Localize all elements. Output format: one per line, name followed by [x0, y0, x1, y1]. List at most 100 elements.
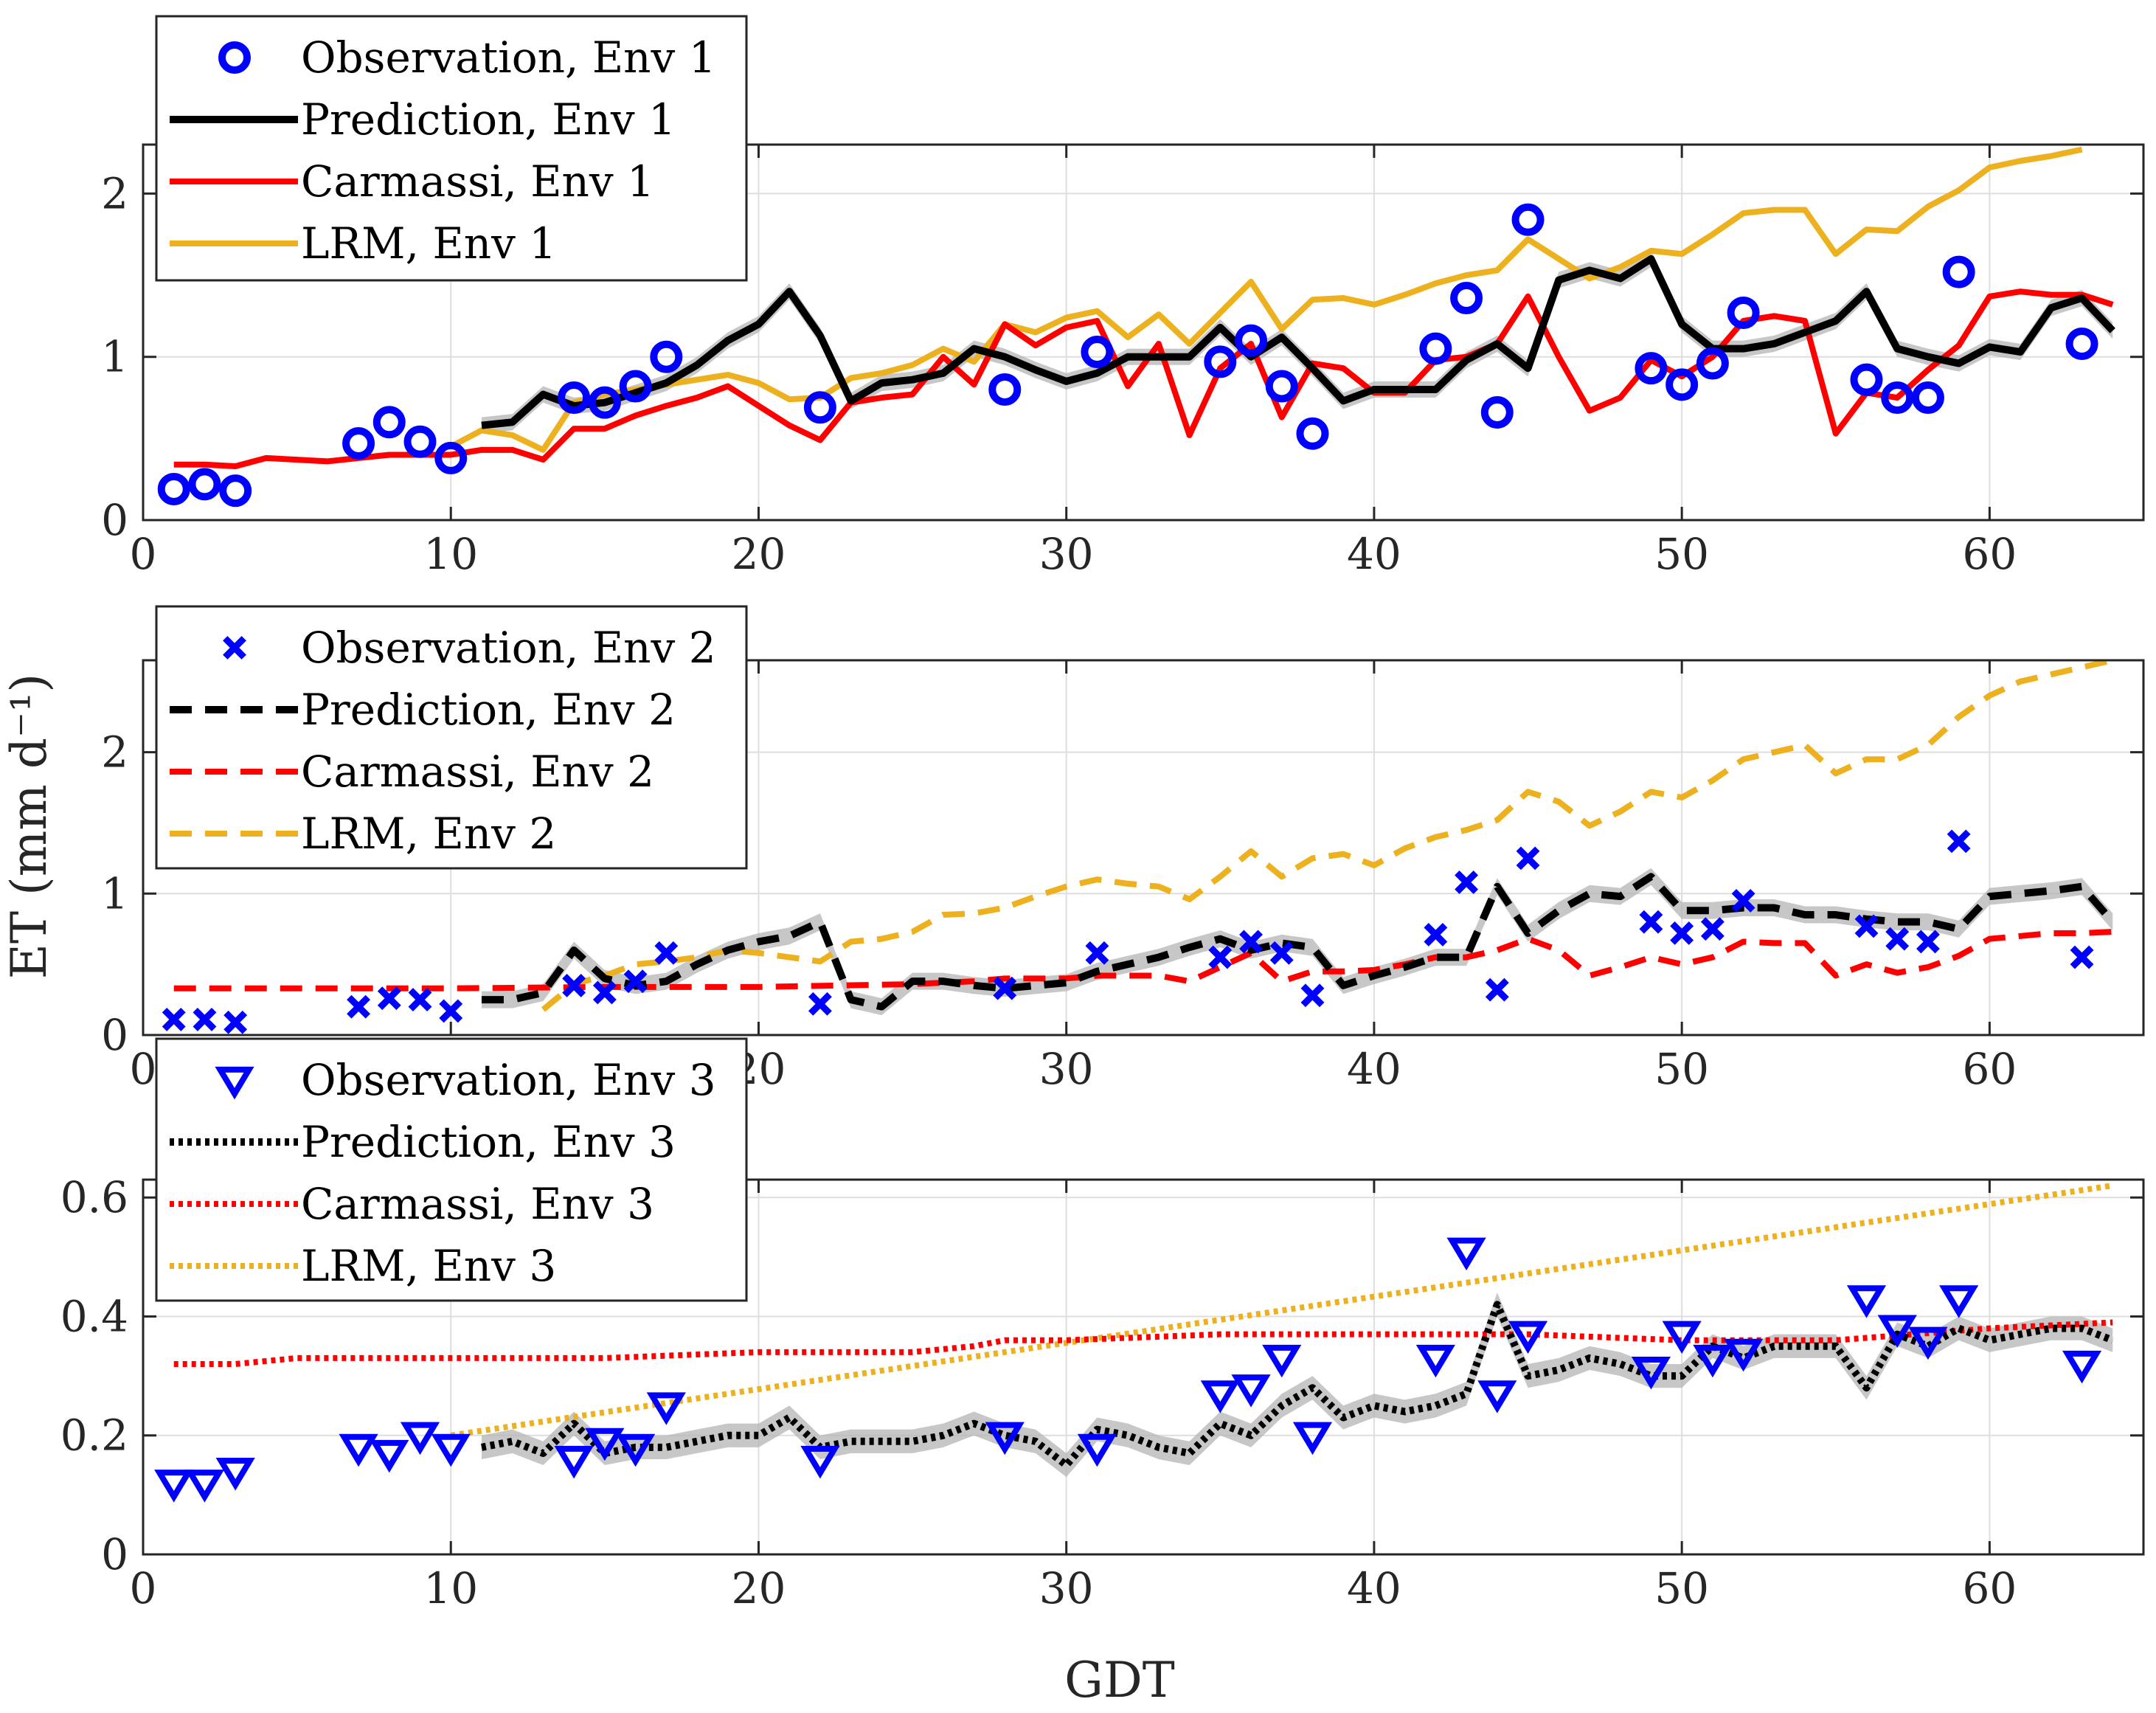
observation-point	[1662, 1321, 1702, 1354]
observation-point	[339, 1433, 378, 1467]
observation-point	[1265, 370, 1298, 403]
legend-label: Observation, Env 1	[301, 32, 716, 83]
y-tick-label: 1	[101, 868, 128, 918]
observation-point	[377, 986, 401, 1011]
observation-point	[1854, 914, 1879, 938]
observation-point	[184, 1470, 225, 1503]
observation-point	[808, 992, 832, 1016]
x-tick-label: 30	[1039, 529, 1094, 579]
x-tick-label: 10	[423, 529, 478, 579]
observation-point	[1947, 829, 1971, 854]
observation-point	[588, 386, 621, 419]
observation-point	[370, 1439, 409, 1473]
observation-point	[154, 1470, 194, 1503]
legend-label: LRM, Env 3	[301, 1241, 556, 1291]
observation-point	[1077, 1433, 1117, 1467]
y-tick-label: 0.6	[60, 1172, 128, 1222]
observation-point	[1908, 1326, 1948, 1360]
observation-point	[1231, 1374, 1271, 1408]
observation-point	[562, 973, 586, 997]
observation-point	[2065, 327, 2098, 360]
x-tick-label: 40	[1347, 1044, 1401, 1094]
axes-box	[142, 143, 2145, 522]
observation-point	[1631, 1356, 1671, 1390]
observation-point	[1235, 324, 1268, 357]
observation-point	[1085, 941, 1109, 965]
observation-point	[1516, 846, 1540, 871]
legend-item: LRM, Env 2	[170, 809, 556, 859]
lrm-line	[449, 146, 2083, 453]
legend-label: LRM, Env 1	[301, 218, 556, 269]
observation-point	[985, 1422, 1025, 1456]
legend-label: Prediction, Env 3	[301, 1117, 676, 1167]
carmassi-line	[173, 288, 2114, 469]
observation-point	[1446, 1237, 1486, 1271]
observation-point	[1262, 1344, 1302, 1378]
observation-point	[558, 381, 591, 415]
x-tick-label: 40	[1347, 1563, 1401, 1613]
x-tick-label: 0	[130, 529, 157, 579]
observation-point	[215, 1458, 255, 1491]
legend-item: Carmassi, Env 3	[170, 1179, 654, 1229]
observation-point	[434, 441, 468, 474]
legend-box	[155, 1037, 748, 1302]
observation-point	[650, 340, 683, 373]
observation-point	[1450, 282, 1483, 315]
y-tick-label: 0.2	[60, 1411, 128, 1461]
observation-point	[623, 969, 648, 994]
legend-item: Prediction, Env 1	[170, 94, 676, 145]
observation-point	[439, 999, 463, 1023]
observation-point	[1727, 296, 1760, 329]
observation-point	[1881, 381, 1914, 415]
observation-point	[1239, 930, 1263, 954]
observation-point	[654, 941, 679, 965]
y-tick-label: 0	[101, 495, 128, 545]
y-axis-title: ET (mm d⁻¹)	[1, 674, 58, 979]
x-tick-label: 0	[130, 1044, 157, 1094]
observation-point	[1850, 363, 1883, 396]
observation-point	[1700, 917, 1725, 941]
legend-box	[155, 605, 748, 870]
panel-env-3: 0 10 20 30 40 50 60 0 0.2 0.4 0.6 Observation, Env …	[60, 1037, 2145, 1613]
observation-point	[554, 1445, 594, 1479]
legend-label: Carmassi, Env 3	[301, 1179, 654, 1229]
axes-box	[142, 1178, 2145, 1556]
observation-point	[193, 1007, 217, 1031]
observation-point	[1200, 1380, 1240, 1413]
y-tick-label: 0	[101, 1529, 128, 1579]
legend-label: Prediction, Env 1	[301, 94, 676, 145]
legend-item: Observation, Env 2	[223, 623, 716, 673]
legend-label: Observation, Env 3	[301, 1055, 716, 1105]
legend-item: LRM, Env 1	[170, 218, 556, 269]
x-tick-label: 10	[423, 1563, 478, 1613]
x-tick-label: 30	[1039, 1044, 1094, 1094]
observation-point	[372, 406, 406, 439]
legend-observation-marker	[223, 636, 246, 660]
observation-point	[1485, 977, 1509, 1002]
x-tick-label: 50	[1654, 1044, 1709, 1094]
legend-item: LRM, Env 3	[170, 1241, 556, 1291]
observation-point	[1942, 255, 1975, 288]
observation-point	[342, 426, 375, 460]
observation-point	[408, 988, 432, 1012]
observation-point	[1455, 871, 1479, 894]
observation-point	[1204, 345, 1237, 378]
observation-point	[1508, 1321, 1548, 1354]
observation-point	[1415, 1344, 1455, 1378]
y-tick-label: 2	[101, 168, 128, 218]
observation-point	[1635, 352, 1668, 385]
panel-env-1: 0 10 20 30 40 50 60 0 1 2 Observation, Env 1 Predic…	[101, 15, 2145, 579]
legend-observation-marker	[215, 1066, 254, 1100]
observation-point	[1300, 983, 1325, 1008]
legend-item: Prediction, Env 3	[170, 1117, 676, 1167]
observation-point	[1916, 930, 1940, 954]
y-tick-label: 1	[101, 332, 128, 382]
legend: Observation, Env 3 Prediction, Env 3 Carma…	[155, 1037, 748, 1302]
observation-point	[592, 980, 617, 1005]
observation-point	[1269, 941, 1294, 965]
legend-label: Prediction, Env 2	[301, 685, 676, 735]
observation-point	[1665, 368, 1699, 401]
observation-point	[431, 1433, 471, 1467]
